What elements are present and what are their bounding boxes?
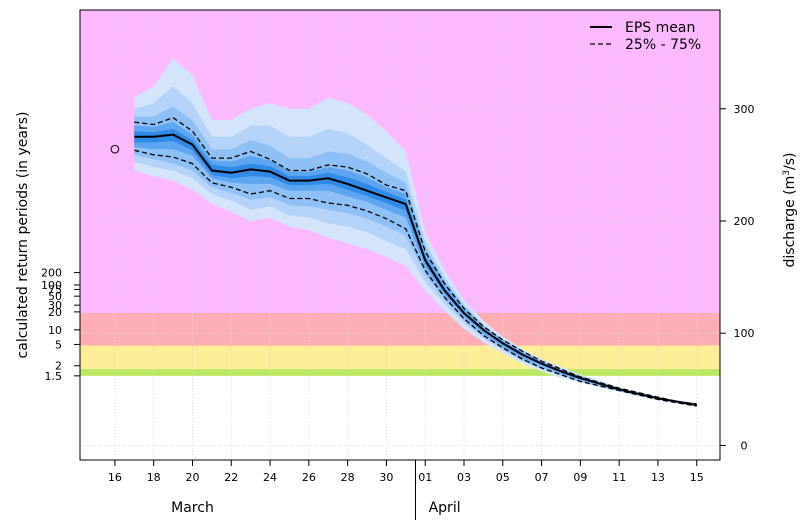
right-axis: 0 100 200 300	[720, 103, 755, 452]
x-tick-label-8: 01	[418, 471, 432, 484]
left-tick-label-6: 10	[48, 324, 62, 337]
x-tick-label-14: 13	[651, 471, 665, 484]
series-eps-mean	[134, 133, 697, 406]
legend-quartile-label: 25% - 75%	[625, 37, 701, 53]
threshold-band-2	[80, 345, 720, 370]
threshold-band-3	[80, 369, 720, 376]
observed-marker	[110, 144, 120, 154]
left-tick-label-9: 1.5	[45, 370, 63, 383]
x-tick-label-2: 20	[185, 471, 199, 484]
legend: EPS mean 25% - 75%	[590, 20, 701, 53]
month-label-march: March	[171, 500, 214, 516]
x-tick-label-4: 24	[263, 471, 277, 484]
envelope-band-3	[134, 122, 697, 407]
month-label-april: April	[429, 500, 461, 516]
left-tick-label-8: 2	[55, 360, 62, 373]
legend-mean-label: EPS mean	[625, 20, 695, 36]
x-tick-label-15: 15	[690, 471, 704, 484]
left-tick-label-1: 100	[41, 279, 62, 292]
x-tick-label-11: 07	[535, 471, 549, 484]
x-axis: 16 18 20 22 24 26 28 30 01 03 05 07 09 11 13 15 March Apr…	[108, 460, 704, 520]
x-tick-label-7: 30	[379, 471, 393, 484]
right-tick-label-0: 0	[741, 439, 748, 452]
x-tick-label-1: 18	[147, 471, 161, 484]
right-axis-label-sup: 3	[782, 170, 792, 176]
x-tick-label-0: 16	[108, 471, 122, 484]
x-tick-label-9: 03	[457, 471, 471, 484]
series-lines	[134, 116, 697, 407]
observed-point	[110, 144, 120, 154]
right-tick-label-1: 100	[734, 327, 755, 340]
right-tick-label-2: 200	[734, 215, 755, 228]
x-tick-label-5: 26	[302, 471, 316, 484]
right-tick-label-3: 300	[734, 103, 755, 116]
threshold-band-1	[80, 312, 720, 346]
x-tick-label-3: 22	[224, 471, 238, 484]
right-axis-label-tail: /s)	[782, 153, 798, 170]
left-tick-label-3: 50	[48, 290, 62, 303]
plot-frame	[79, 9, 721, 461]
series-quartile-upper	[134, 116, 697, 405]
left-tick-label-7: 5	[55, 338, 62, 351]
left-tick-label-4: 30	[48, 299, 62, 312]
left-tick-label-5: 20	[48, 306, 62, 319]
x-tick-label-6: 28	[341, 471, 355, 484]
left-tick-label-0: 200	[41, 267, 62, 280]
right-axis-label: discharge (m3/s)	[782, 153, 798, 268]
left-axis-label: calculated return periods (in years)	[15, 112, 31, 359]
x-tick-label-10: 05	[496, 471, 510, 484]
left-tick-label-2: 75	[48, 283, 62, 296]
x-tick-label-12: 09	[573, 471, 587, 484]
series-quartile-lower	[134, 149, 697, 407]
right-axis-label-main: discharge (m	[782, 176, 798, 268]
x-tick-label-13: 11	[612, 471, 626, 484]
